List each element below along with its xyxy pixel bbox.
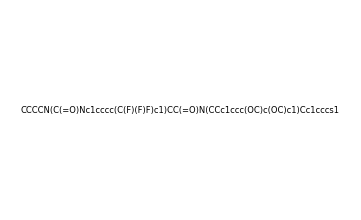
Text: CCCCN(C(=O)Nc1cccc(C(F)(F)F)c1)CC(=O)N(CCc1ccc(OC)c(OC)c1)Cc1cccs1: CCCCN(C(=O)Nc1cccc(C(F)(F)F)c1)CC(=O)N(C… [21,106,340,114]
